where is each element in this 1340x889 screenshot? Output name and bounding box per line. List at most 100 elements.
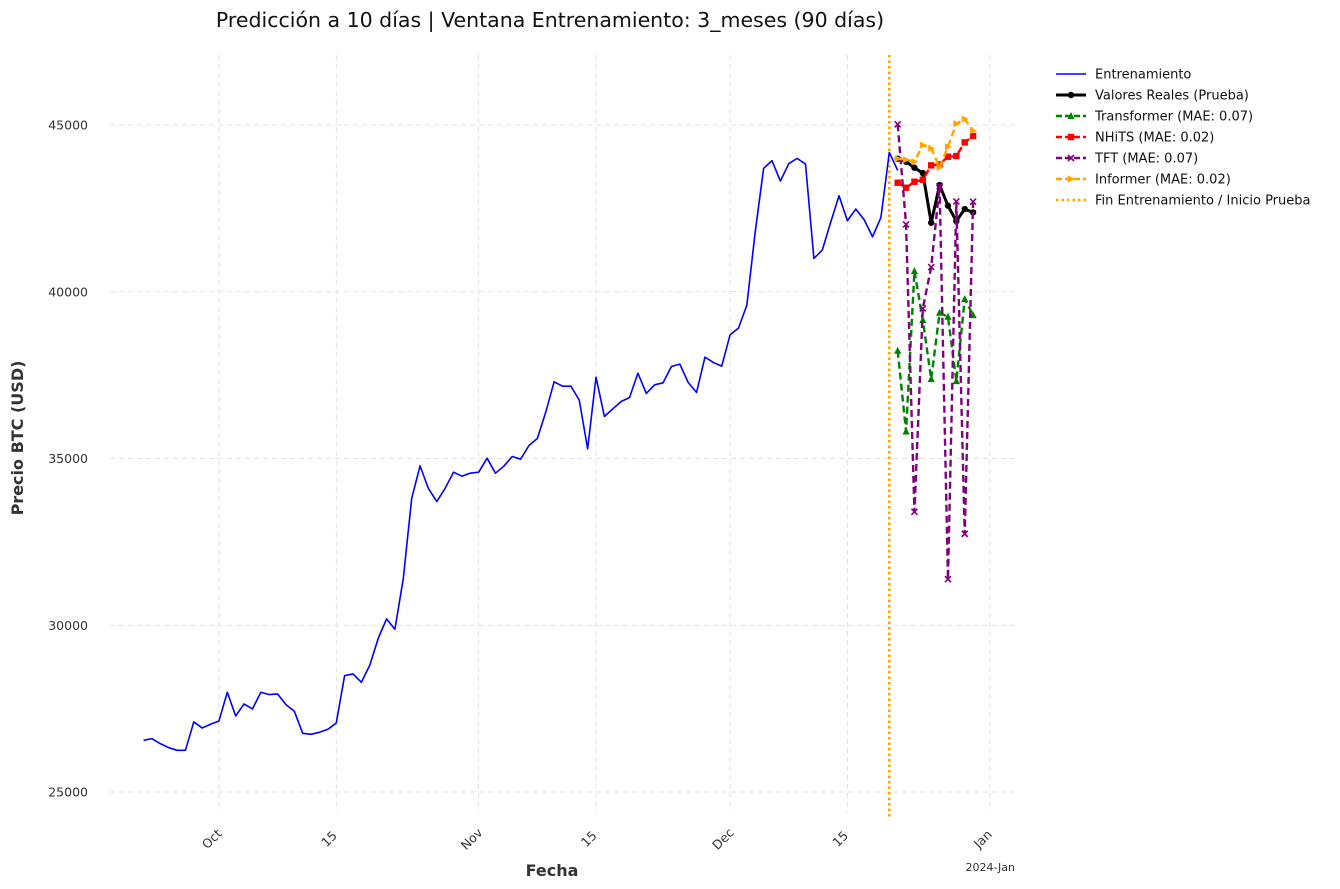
nhits-mae-0-02-point (928, 162, 935, 169)
informer-mae-0-02-point (961, 115, 969, 123)
legend-label: Entrenamiento (1095, 68, 1191, 83)
transformer-mae-0-07-point (927, 375, 935, 383)
legend-item-fin-entrenamiento-inicio-prueba: Fin Entrenamiento / Inicio Prueba (1056, 194, 1310, 209)
legend: Entrenamiento Valores Reales (Prueba) Tran… (1056, 68, 1310, 209)
nhits-mae-0-02-point (961, 139, 968, 146)
x-tick-label: Dec (709, 825, 737, 853)
x-stroke (910, 508, 919, 516)
nhits-mae-0-02-line (897, 135, 974, 189)
valores-reales-prueba-point (944, 202, 952, 209)
informer-mae-0-02-point (919, 141, 927, 149)
transformer-mae-0-07-point (952, 377, 960, 385)
legend-label: NHiTS (MAE: 0.02) (1095, 131, 1214, 146)
informer-mae-0-02-point (903, 156, 911, 164)
series-lines (143, 115, 978, 752)
informer-mae-0-02-line (897, 117, 975, 169)
tft-mae-0-07-point (919, 304, 927, 313)
x-tick-label: Jan (970, 827, 995, 852)
y-tick-label: 30000 (48, 618, 88, 633)
legend-swatch-marker (1067, 154, 1075, 162)
tft-mae-0-07-point (894, 120, 902, 128)
legend-swatch-marker (1068, 175, 1075, 183)
x-stroke (961, 530, 969, 538)
informer-mae-0-02-point (911, 158, 919, 166)
transformer-mae-0-07-point (961, 295, 969, 303)
legend-item-nhits-mae-0-02: NHiTS (MAE: 0.02) (1056, 131, 1214, 146)
transformer-mae-0-07-line (896, 269, 975, 433)
transformer-mae-0-07-point (910, 267, 919, 275)
nhits-mae-0-02-point (969, 132, 977, 140)
x-stroke (919, 304, 927, 313)
legend-item-valores-reales-prueba: Valores Reales (Prueba) (1056, 89, 1249, 104)
informer-mae-0-02-point (928, 144, 936, 152)
y-tick-label: 25000 (48, 784, 88, 799)
valores-reales-prueba-point (961, 205, 968, 213)
x-stroke (927, 263, 935, 271)
nhits-mae-0-02-point (894, 179, 901, 186)
tft-mae-0-07-point (927, 263, 935, 271)
legend-label: Informer (MAE: 0.02) (1095, 173, 1231, 188)
y-axis-ticks: 25000 30000 35000 40000 45000 (48, 118, 88, 800)
series-entrenamiento (143, 151, 899, 752)
valores-reales-prueba-point (911, 164, 918, 171)
x-stroke (952, 197, 960, 205)
legend-swatch-marker (1067, 91, 1075, 99)
x-stroke (969, 198, 977, 206)
tft-mae-0-07-line (896, 124, 975, 581)
informer-mae-0-02-point (936, 163, 944, 171)
nhits-mae-0-02-point (953, 152, 960, 160)
x-stroke (936, 182, 944, 190)
y-tick-label: 45000 (48, 118, 88, 133)
informer-mae-0-02-point (970, 127, 978, 135)
grid (110, 55, 1015, 812)
chart-title: Predicción a 10 días | Ventana Entrenami… (216, 8, 884, 33)
x-tick-label: 15 (318, 828, 340, 850)
legend-label: TFT (MAE: 0.07) (1094, 152, 1198, 167)
nhits-mae-0-02-point (911, 178, 918, 185)
transformer-mae-0-07-point (894, 346, 902, 354)
legend-swatch-marker (1067, 112, 1075, 119)
series-informer-mae-0-02 (894, 115, 978, 171)
x-axis-ticks: Oct 15 Nov 15 Dec 15 Jan (199, 824, 995, 852)
informer-mae-0-02-point (894, 155, 902, 163)
tft-mae-0-07-point (944, 575, 952, 583)
x-stroke (902, 220, 910, 228)
x-axis-offset-label: 2024-Jan (965, 861, 1015, 874)
y-tick-label: 40000 (48, 284, 88, 299)
x-tick-label: 15 (578, 828, 600, 850)
legend-label: Valores Reales (Prueba) (1095, 89, 1249, 104)
nhits-mae-0-02-point (902, 184, 910, 191)
tft-mae-0-07-point (902, 220, 910, 228)
informer-mae-0-02-point (953, 120, 961, 128)
x-stroke (944, 575, 952, 583)
nhits-mae-0-02-point (944, 153, 952, 160)
x-axis-title: Fecha (526, 861, 579, 880)
x-stroke (894, 120, 902, 128)
valores-reales-prueba-point (928, 219, 935, 226)
legend-item-tft-mae-0-07: TFT (MAE: 0.07) (1056, 152, 1198, 167)
tft-mae-0-07-point (910, 508, 919, 516)
legend-label: Fin Entrenamiento / Inicio Prueba (1095, 194, 1310, 209)
legend-item-transformer-mae-0-07: Transformer (MAE: 0.07) (1056, 110, 1253, 125)
y-tick-label: 35000 (48, 451, 88, 466)
legend-item-entrenamiento: Entrenamiento (1056, 68, 1191, 83)
tft-mae-0-07-point (969, 198, 977, 206)
y-axis-title: Precio BTC (USD) (8, 361, 27, 516)
x-tick-label: Nov (458, 824, 486, 852)
entrenamiento-line (143, 151, 899, 752)
tft-mae-0-07-point (961, 530, 969, 538)
x-stroke (1067, 154, 1075, 162)
legend-swatch-marker (1067, 133, 1075, 141)
series-tft-mae-0-07 (894, 120, 977, 583)
informer-mae-0-02-point (944, 143, 952, 151)
x-tick-label: 15 (829, 828, 851, 850)
x-tick-label: Oct (199, 826, 225, 852)
transformer-mae-0-07-point (944, 312, 952, 320)
series-transformer-mae-0-07 (894, 267, 977, 435)
transformer-mae-0-07-point (902, 427, 910, 435)
tft-mae-0-07-point (936, 182, 944, 190)
tft-mae-0-07-point (952, 197, 960, 205)
transformer-mae-0-07-point (919, 316, 927, 324)
valores-reales-prueba-line (897, 157, 974, 225)
